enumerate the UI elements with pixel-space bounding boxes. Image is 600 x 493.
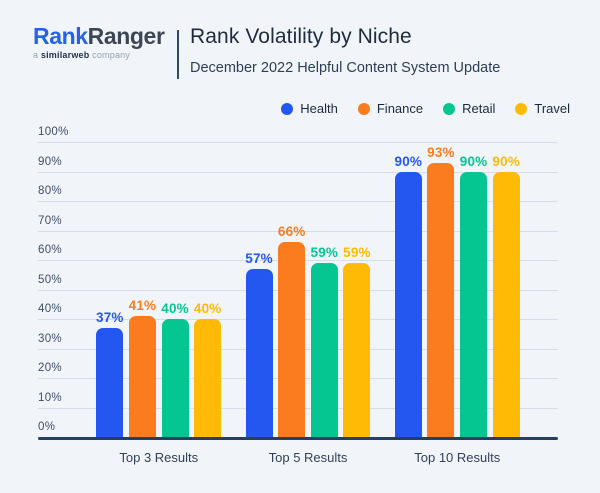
- bar-column-finance: 93%: [427, 145, 455, 437]
- legend-dot-retail: [443, 102, 456, 115]
- bar-group: 37% 41% 40% 40% Top 3 Results: [96, 298, 222, 465]
- bar-health: [394, 171, 422, 437]
- legend-dot-health: [281, 102, 294, 115]
- bar-finance: [128, 316, 156, 437]
- logo-wordmark: RankRanger: [33, 23, 165, 49]
- bar-value-label: 57%: [245, 250, 273, 266]
- bar-column-finance: 66%: [278, 224, 306, 437]
- legend-label: Travel: [534, 101, 570, 116]
- bar-value-label: 66%: [277, 224, 306, 240]
- legend-item-health: Health: [281, 101, 338, 116]
- chart-subtitle: December 2022 Helpful Content System Upd…: [190, 60, 501, 76]
- x-category-label: Top 10 Results: [414, 450, 501, 465]
- bar-group: 57% 66% 59% 59% Top 5 Results: [245, 224, 371, 465]
- bar-chart: 100% 90% 80% 70% 60% 50% 40% 30% 20% 10% 0% 37% 41%…: [38, 125, 558, 470]
- bar-column-travel: 40%: [194, 301, 222, 437]
- bar-health: [245, 268, 273, 437]
- logo-ranger-text: Ranger: [87, 23, 165, 49]
- bar-column-travel: 59%: [343, 245, 371, 437]
- bar-value-label: 37%: [96, 309, 124, 325]
- bar-column-finance: 41%: [129, 298, 157, 437]
- gridline: [38, 142, 558, 143]
- x-category-label: Top 3 Results: [119, 450, 199, 465]
- x-category-label: Top 5 Results: [268, 450, 348, 465]
- bar-travel: [492, 171, 520, 437]
- bar-value-label: 90%: [492, 153, 520, 169]
- legend-label: Retail: [462, 101, 496, 116]
- legend-label: Health: [300, 101, 338, 116]
- bar-value-label: 90%: [394, 153, 423, 169]
- bar-group: 90% 93% 90% 90% Top 10 Results: [394, 145, 521, 465]
- bar-column-health: 90%: [394, 153, 423, 437]
- y-tick-label: 20%: [38, 362, 62, 374]
- y-tick-label: 60%: [38, 244, 62, 256]
- gridline: [38, 171, 558, 173]
- bar-value-label: 59%: [343, 244, 371, 260]
- y-tick-label: 50%: [38, 273, 62, 286]
- bar-finance: [427, 162, 455, 437]
- bar-travel: [194, 319, 222, 437]
- y-tick-label: 70%: [38, 214, 62, 227]
- bar-column-retail: 40%: [161, 301, 189, 437]
- plot-area: 37% 41% 40% 40% Top 3 Results 57% 66% 59% 59% Top…: [38, 142, 558, 465]
- bar-finance: [278, 242, 306, 437]
- legend-item-travel: Travel: [515, 101, 570, 116]
- bar-column-health: 57%: [245, 251, 273, 437]
- logo-rank-text: Rank: [33, 23, 88, 49]
- legend-item-finance: Finance: [357, 101, 424, 116]
- chart-title: Rank Volatility by Niche: [190, 25, 412, 48]
- bar-retail: [310, 262, 338, 437]
- bar-retail: [161, 319, 189, 437]
- y-tick-label: 0%: [38, 421, 56, 433]
- bar-column-travel: 90%: [492, 153, 520, 437]
- y-tick-label: 30%: [38, 332, 62, 345]
- bar-column-health: 37%: [96, 310, 124, 437]
- bar-retail: [460, 171, 488, 437]
- bar-column-retail: 90%: [459, 153, 488, 437]
- bar-travel: [343, 262, 371, 437]
- logo-tagline: a similarweb company: [33, 50, 165, 60]
- y-tick-label: 90%: [38, 155, 62, 168]
- bar-value-label: 40%: [193, 301, 222, 316]
- y-tick-label: 100%: [38, 126, 69, 138]
- gridline: [38, 230, 558, 232]
- legend-item-retail: Retail: [443, 101, 495, 116]
- bar-value-label: 59%: [310, 244, 339, 260]
- x-axis-line: [38, 437, 558, 440]
- bar-value-label: 90%: [459, 153, 488, 169]
- rankranger-logo: RankRanger a similarweb company: [33, 23, 165, 60]
- bar-value-label: 40%: [161, 301, 189, 316]
- tagline-prefix: a: [33, 50, 41, 61]
- chart-legend: Health Finance Retail Travel: [281, 101, 570, 116]
- gridline: [38, 201, 558, 202]
- legend-dot-finance: [357, 102, 370, 115]
- header-divider: [177, 30, 179, 79]
- bar-value-label: 41%: [128, 298, 157, 314]
- legend-label: Finance: [376, 101, 424, 116]
- legend-dot-travel: [515, 102, 528, 115]
- tagline-similarweb: similarweb: [40, 50, 90, 61]
- tagline-suffix: company: [89, 50, 131, 61]
- y-tick-label: 80%: [38, 185, 62, 197]
- bar-column-retail: 59%: [311, 245, 339, 437]
- bar-health: [96, 327, 124, 437]
- y-tick-label: 10%: [38, 391, 62, 404]
- bar-value-label: 93%: [427, 144, 455, 160]
- y-tick-label: 40%: [38, 303, 62, 315]
